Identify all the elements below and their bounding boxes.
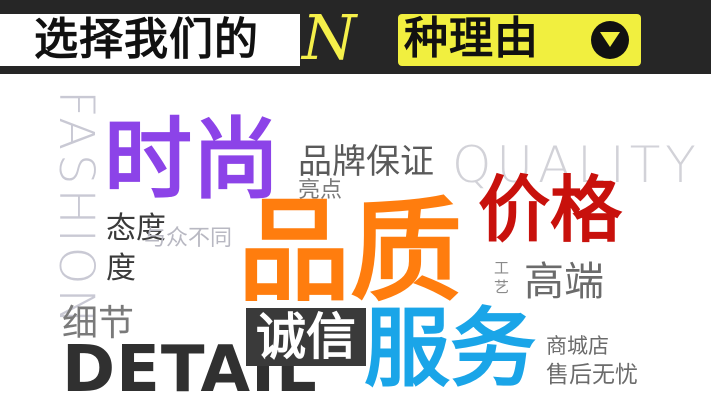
jiage-text: 价格 [478, 168, 623, 252]
fuwu-text: 服务 [364, 299, 536, 399]
liangdian-text: 亮点 [298, 178, 343, 203]
header-left-background [0, 14, 300, 66]
header-banner: 选择我们的 N 种理由 [0, 0, 711, 74]
chengxin-text: 诚信 [246, 308, 366, 366]
shishang-text: 时尚 [104, 108, 281, 211]
header-title-right: 种理由 [404, 13, 539, 64]
gong-text: 工 [494, 259, 510, 277]
pinpai-baozheng-text: 品牌保证 [298, 142, 434, 182]
chevron-down-circle-icon[interactable] [591, 21, 629, 59]
header-n-letter: N [302, 1, 357, 74]
pinzhi-text: 品质 [238, 187, 462, 317]
taidu-text: 态度 [106, 211, 166, 246]
yu-zhong-butong-text: 与众不同 [144, 226, 233, 251]
xijie-text: 细节 [62, 303, 135, 344]
gaoduan-text: 高端 [524, 259, 604, 305]
shouhou-wuyou-text: 售后无忧 [546, 362, 638, 388]
fashion-text: FASHION [48, 90, 104, 329]
quality-text: QUALITY [452, 136, 701, 194]
shangchengdian-text: 商城店 [546, 334, 609, 358]
yi-text: 艺 [494, 278, 510, 296]
du-text: 度 [106, 251, 136, 286]
chevron-down-icon [600, 32, 620, 47]
header-title-left: 选择我们的 [34, 14, 259, 65]
